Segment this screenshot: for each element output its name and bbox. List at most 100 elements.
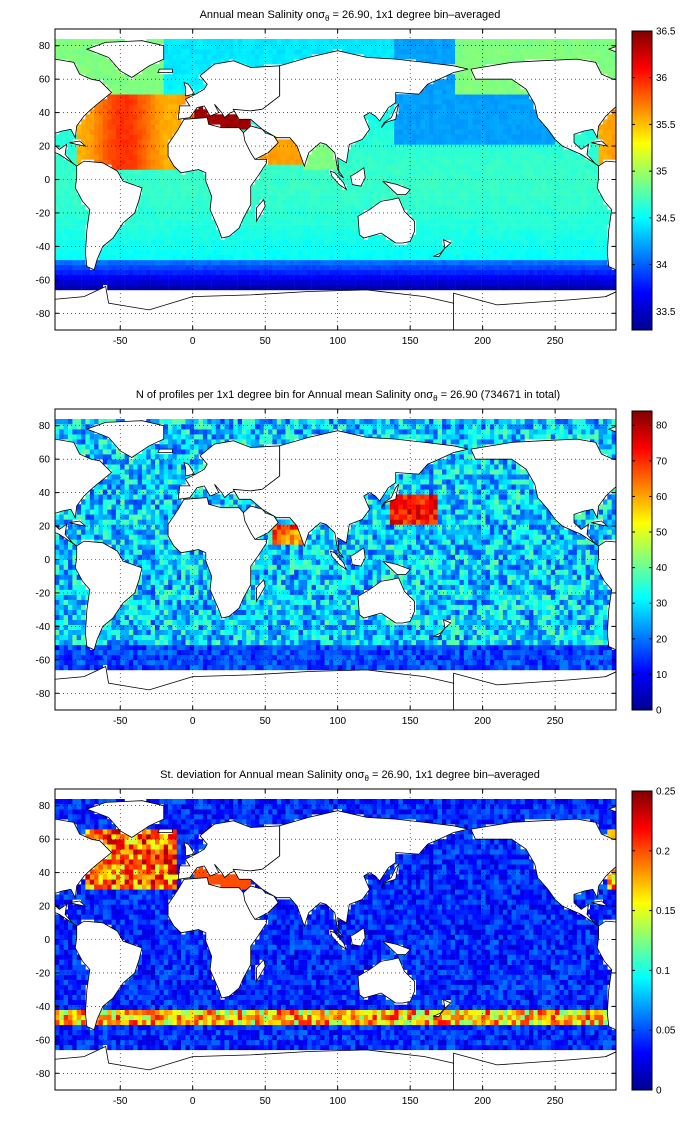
map-cell (485, 59, 491, 65)
map-cell (146, 74, 151, 80)
map-cell (55, 574, 60, 580)
map-cell (446, 169, 451, 175)
map-cell (555, 184, 560, 190)
map-cell (507, 159, 512, 165)
map-cell (524, 109, 530, 115)
map-cell (168, 129, 173, 135)
map-cell (133, 179, 138, 185)
map-cell (324, 184, 330, 190)
map-cell (350, 254, 356, 261)
map-cell (533, 44, 538, 50)
map-cell (442, 89, 447, 95)
map-cell (416, 244, 421, 250)
map-cell (150, 39, 156, 45)
map-cell (107, 259, 112, 266)
map-cell (463, 234, 469, 240)
map-cell (568, 249, 573, 255)
map-cell (263, 284, 269, 291)
map-cell (285, 189, 291, 195)
map-cell (472, 149, 478, 155)
map-cell (128, 99, 134, 105)
map-cell (363, 259, 369, 266)
map-cell (94, 134, 99, 140)
map-cell (89, 509, 95, 515)
map-cell (68, 644, 73, 651)
map-cell (242, 284, 247, 291)
map-cell (89, 119, 95, 125)
map-cell (89, 134, 95, 140)
map-cell (468, 229, 473, 235)
map-cell (194, 49, 199, 55)
map-cell (476, 254, 482, 261)
map-cell (294, 159, 299, 165)
map-cell (524, 184, 530, 190)
map-cell (276, 164, 282, 170)
map-cell (98, 154, 104, 160)
map-cell (459, 94, 464, 100)
map-cell (463, 84, 469, 90)
map-cell (168, 224, 173, 230)
map-cell (346, 234, 351, 240)
map-cell (85, 74, 90, 80)
map-cell (72, 39, 77, 45)
map-cell (472, 179, 478, 185)
map-cell (589, 209, 595, 215)
map-cell (468, 154, 473, 160)
map-cell (550, 204, 556, 210)
map-cell (198, 214, 204, 220)
map-cell (272, 284, 277, 291)
map-cell (468, 284, 473, 291)
map-cell (111, 109, 117, 115)
map-cell (55, 604, 60, 610)
map-cell (59, 249, 64, 255)
map-cell (98, 159, 104, 165)
map-cell (111, 269, 117, 276)
map-cell (524, 49, 530, 55)
map-cell (429, 39, 434, 45)
map-cell (298, 54, 304, 60)
map-cell (59, 514, 64, 520)
map-cell (163, 224, 169, 230)
map-cell (576, 164, 582, 170)
map-cell (446, 184, 451, 190)
map-cell (259, 259, 264, 266)
map-cell (155, 269, 160, 276)
map-cell (172, 109, 177, 115)
map-cell (272, 199, 277, 205)
map-cell (424, 189, 430, 195)
map-cell (446, 104, 451, 110)
map-cell (350, 164, 356, 170)
map-cell (529, 154, 534, 160)
map-cell (181, 44, 186, 50)
map-cell (594, 254, 599, 261)
land-outline (690, 118, 696, 238)
map-cell (350, 239, 356, 245)
map-cell (89, 109, 95, 115)
map-cell (555, 149, 560, 155)
x-tick-label: 0 (190, 336, 196, 347)
map-cell (89, 499, 95, 505)
map-cell (85, 39, 90, 45)
map-cell (537, 239, 543, 245)
map-cell (246, 124, 251, 130)
map-cell (468, 114, 473, 120)
map-cell (407, 199, 412, 205)
map-cell (411, 234, 417, 240)
map-cell (120, 94, 125, 100)
map-cell (68, 149, 73, 155)
map-cell (120, 244, 125, 250)
map-cell (289, 139, 295, 145)
map-cell (437, 149, 443, 155)
map-cell (63, 419, 69, 425)
map-cell (416, 284, 421, 291)
map-cell (472, 44, 478, 50)
map-cell (81, 234, 86, 240)
map-cell (529, 219, 534, 225)
map-cell (185, 259, 191, 266)
map-cell (559, 234, 565, 240)
map-cell (128, 89, 134, 95)
map-cell (511, 239, 517, 245)
map-cell (446, 124, 451, 130)
map-cell (72, 419, 77, 425)
map-cell (302, 174, 308, 180)
